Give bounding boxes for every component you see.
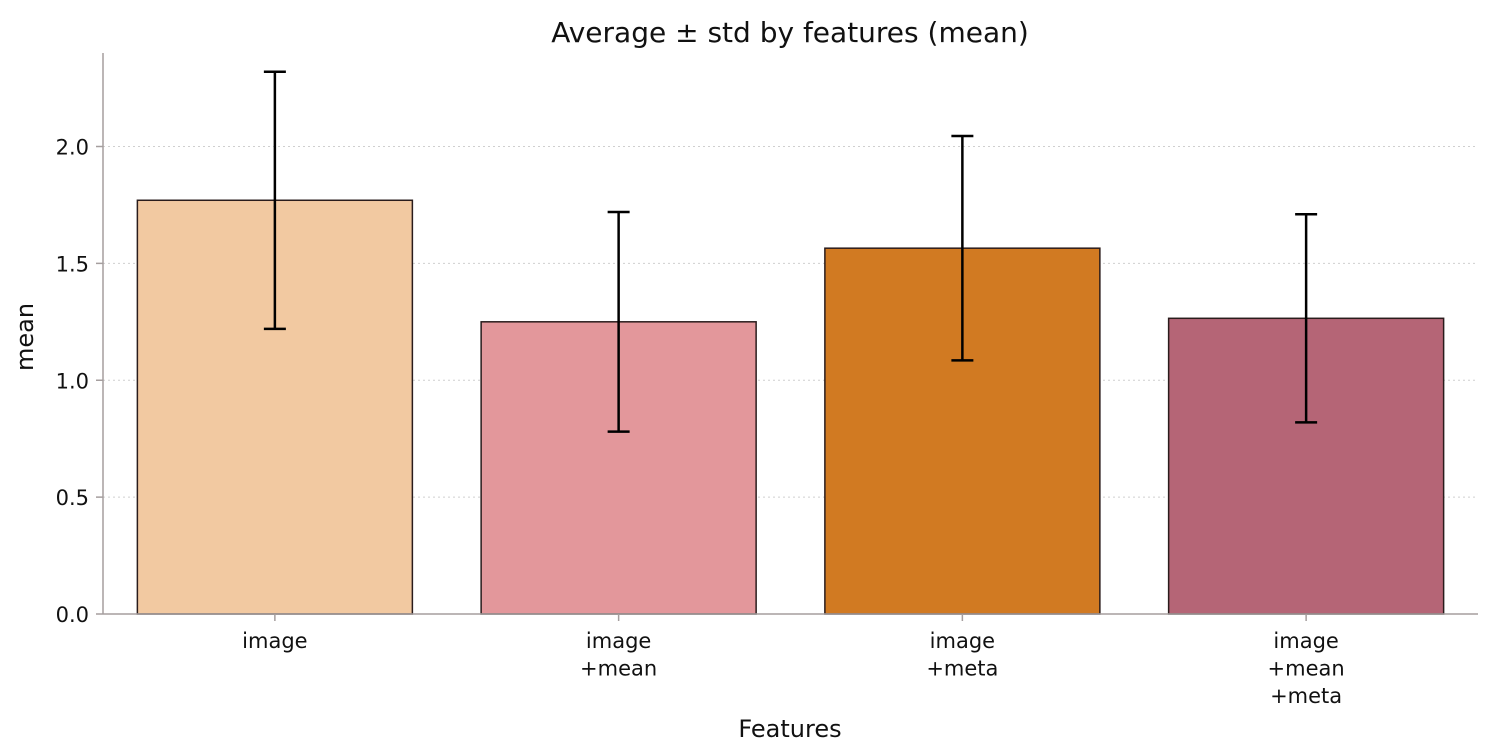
x-tick-label: image +mean +meta	[1268, 629, 1345, 708]
x-tick-label: image	[242, 629, 307, 653]
x-tick-label: image +meta	[926, 629, 998, 681]
error-bars	[263, 70, 1318, 433]
x-tick-label-line: image	[930, 629, 995, 653]
y-tick-label: 2.0	[56, 136, 89, 160]
y-tick-label: 0.0	[56, 603, 89, 627]
x-tick-label-line: +mean	[1268, 657, 1345, 681]
y-tick-label: 1.0	[56, 369, 89, 393]
bars	[136, 199, 1445, 615]
x-tick-label-line: image	[1273, 629, 1338, 653]
x-tick-label-line: +mean	[580, 657, 657, 681]
x-tick-label-line: +meta	[926, 657, 998, 681]
x-tick-label: image +mean	[580, 629, 657, 681]
y-tick-label: 0.5	[56, 486, 89, 510]
y-tick-label: 1.5	[56, 252, 89, 276]
x-tick-label-line: image	[242, 629, 307, 653]
x-axis-label: Features	[738, 715, 841, 743]
x-tick-label-line: +meta	[1270, 684, 1342, 708]
chart-title: Average ± std by features (mean)	[551, 16, 1029, 49]
x-tick-label-line: image	[586, 629, 651, 653]
ticks: 0.0 0.5 1.0 1.5 2.0 image image +mean image +meta…	[56, 136, 1345, 709]
y-axis-label: mean	[11, 303, 39, 371]
